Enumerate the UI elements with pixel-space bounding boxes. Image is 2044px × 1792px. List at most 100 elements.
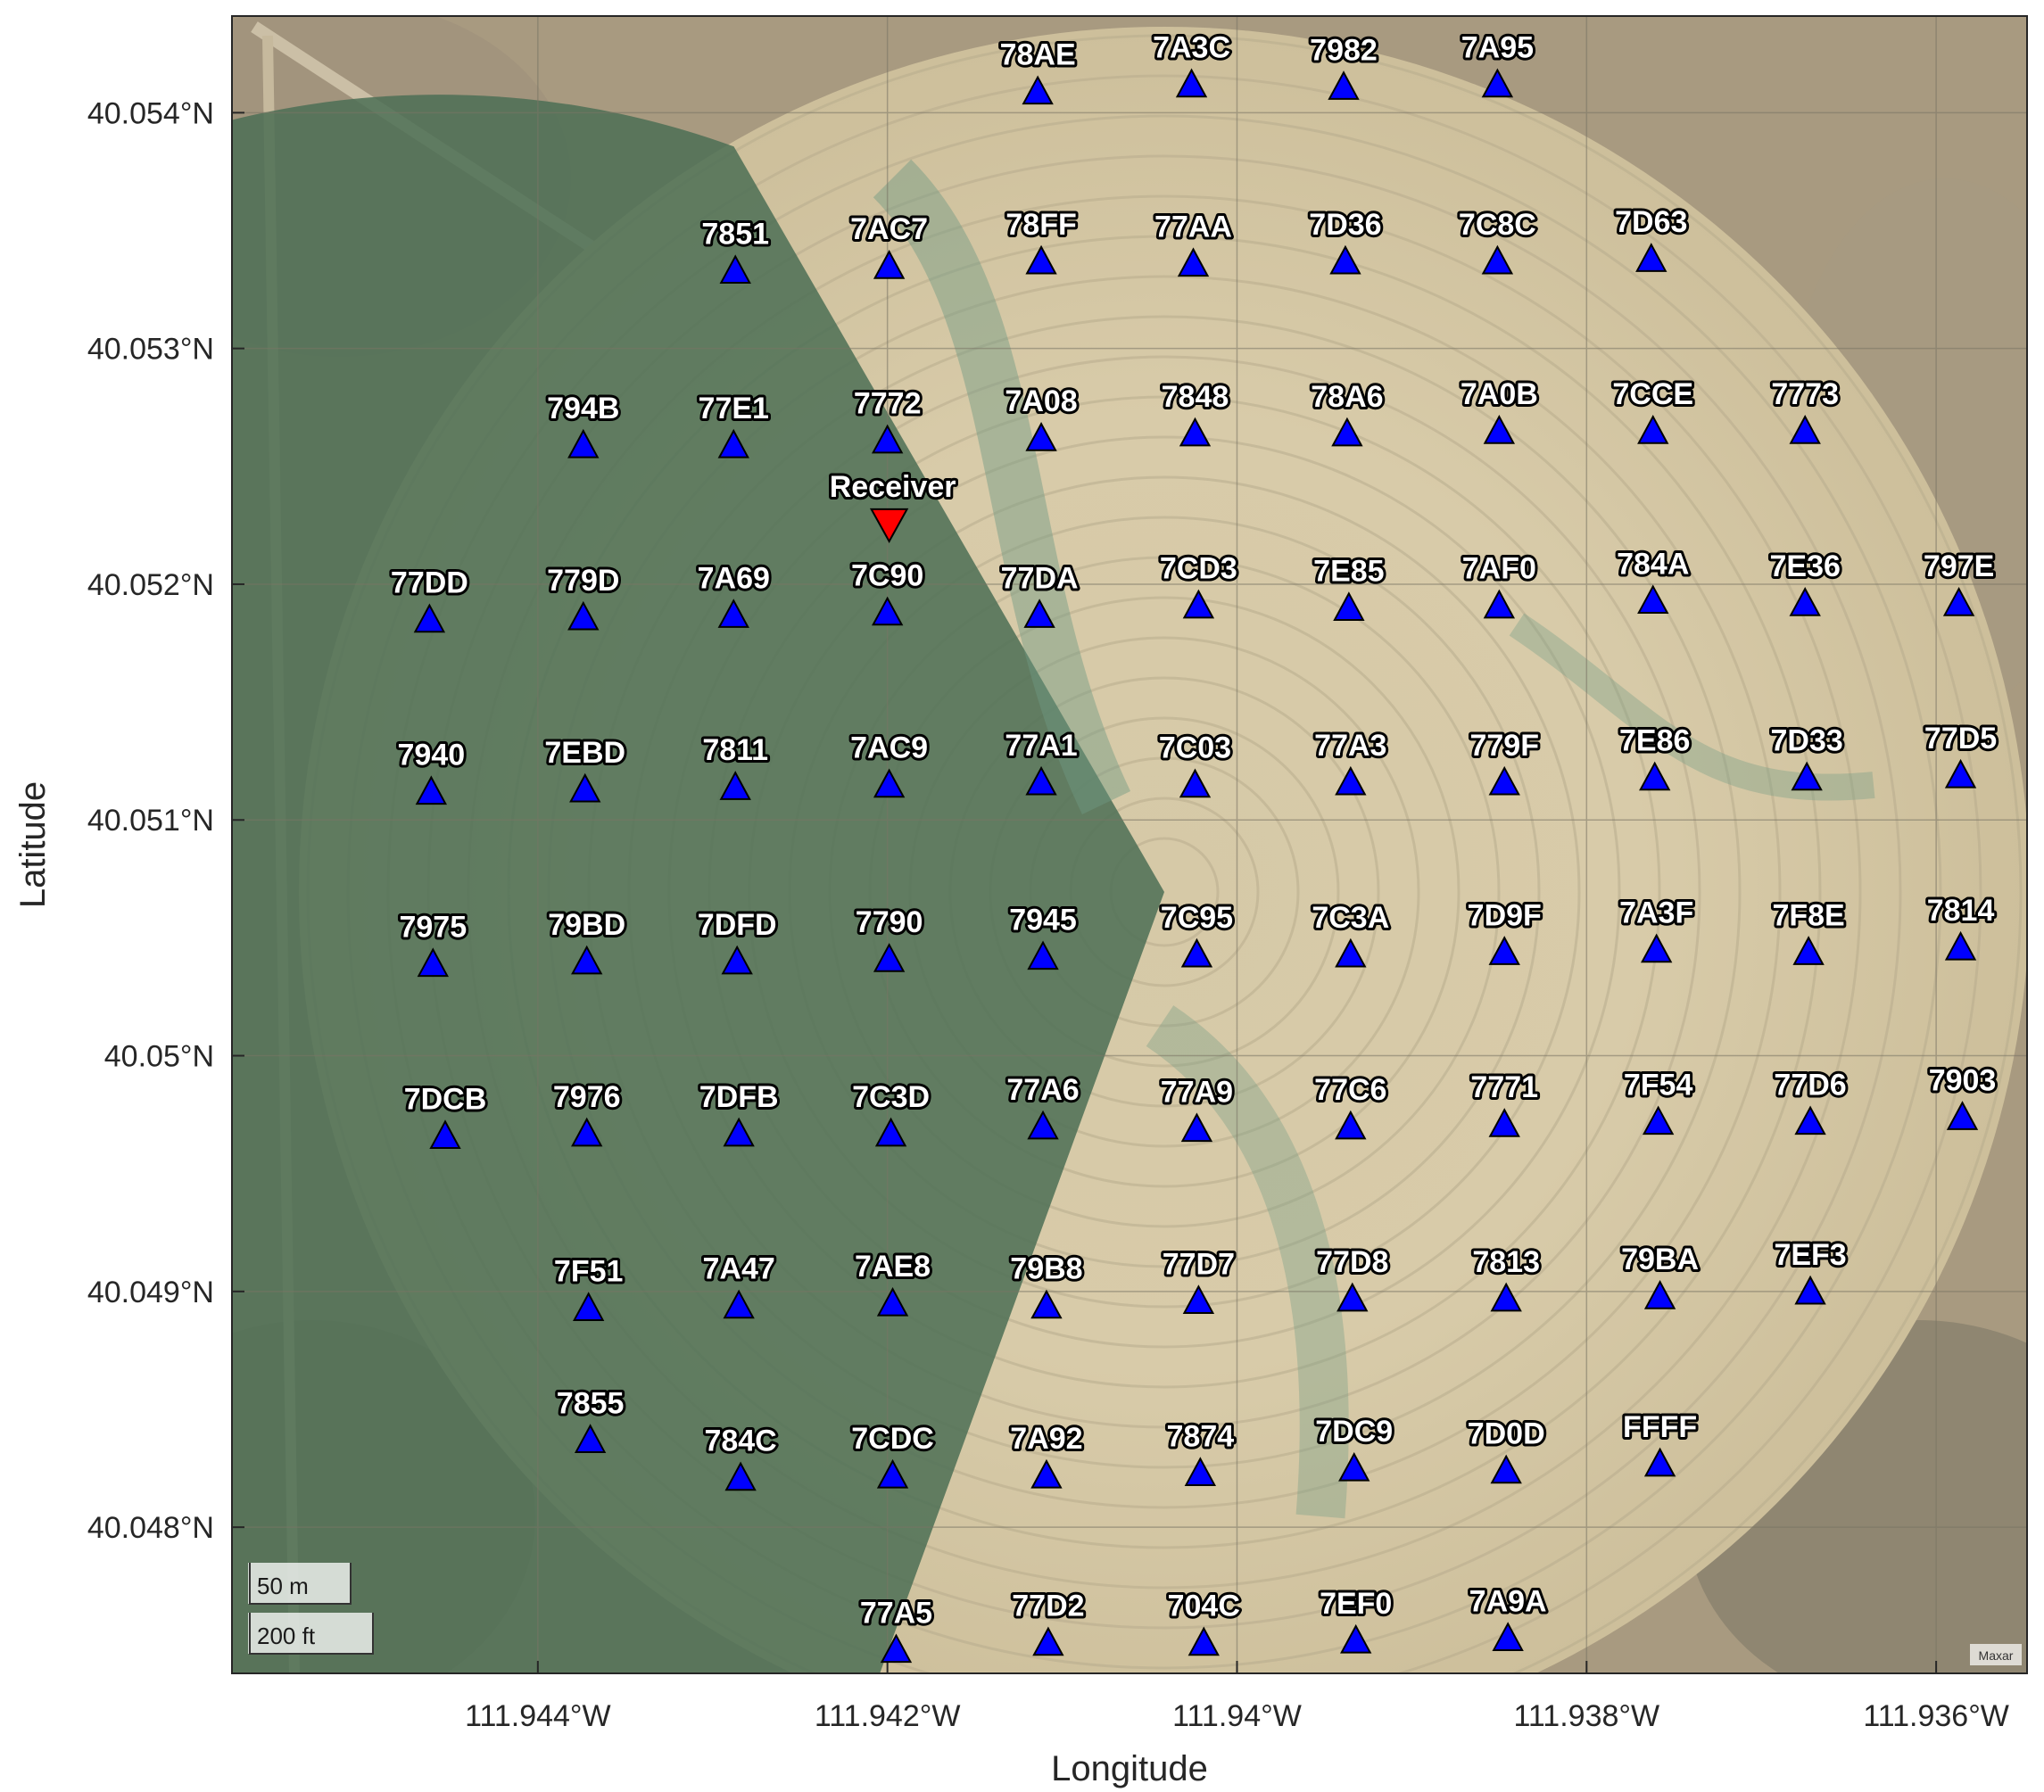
node-marker bbox=[1492, 1622, 1524, 1651]
node-7975: 7975 bbox=[396, 907, 469, 978]
node-marker bbox=[1180, 937, 1213, 968]
node-7DCB: 7DCB bbox=[401, 1079, 489, 1150]
y-tick-label: 40.054°N bbox=[87, 96, 214, 130]
node-label: 7848 bbox=[1162, 380, 1229, 414]
node-label: 7903 bbox=[1929, 1063, 1997, 1097]
node-markers: 78AE 7A3C 7982 7A95 7851 7AC7 78FF 77AA 7D36 7C8C… bbox=[388, 29, 1999, 1664]
node-label: 78FF bbox=[1005, 208, 1076, 242]
node-marker bbox=[1637, 584, 1669, 615]
node-7903: 7903 bbox=[1926, 1061, 1998, 1130]
node-7DFB: 7DFB bbox=[697, 1078, 782, 1147]
node-label: 7A3C bbox=[1153, 31, 1230, 65]
node-label: 779D bbox=[547, 564, 619, 598]
node-7F54: 7F54 bbox=[1621, 1066, 1695, 1135]
node-label: 77DD bbox=[391, 566, 468, 600]
node-label: 77A5 bbox=[860, 1597, 932, 1631]
node-label: 7D33 bbox=[1771, 724, 1843, 758]
node-label: 7A0B bbox=[1461, 377, 1538, 411]
node-marker bbox=[1481, 244, 1514, 275]
node-7EF3: 7EF3 bbox=[1771, 1235, 1850, 1305]
node-marker bbox=[1335, 765, 1367, 796]
node-label: 7A08 bbox=[1005, 384, 1077, 418]
node-marker bbox=[1184, 1457, 1217, 1486]
node-marker bbox=[1328, 70, 1360, 100]
node-77D5: 77D5 bbox=[1922, 719, 1999, 789]
svg-text:Maxar: Maxar bbox=[1979, 1648, 2014, 1663]
node-marker bbox=[1789, 415, 1821, 444]
node-marker bbox=[717, 428, 749, 458]
node-marker bbox=[1025, 421, 1057, 451]
node-marker bbox=[1490, 1454, 1522, 1484]
node-77D6: 77D6 bbox=[1771, 1066, 1850, 1135]
node-marker bbox=[429, 1119, 461, 1150]
node-7A0B: 7A0B bbox=[1458, 375, 1541, 444]
y-axis-label: Latitude bbox=[13, 781, 53, 908]
receiver: Receiver bbox=[827, 467, 959, 543]
node-marker bbox=[871, 424, 904, 454]
node-7F8E: 7F8E bbox=[1769, 896, 1848, 965]
x-tick-label: 111.942°W bbox=[815, 1699, 961, 1733]
node-marker bbox=[1182, 1284, 1215, 1315]
node-7C03: 7C03 bbox=[1156, 729, 1234, 798]
node-marker bbox=[876, 1458, 909, 1489]
node-7A9A: 7A9A bbox=[1467, 1581, 1550, 1651]
node-label: 7DFB bbox=[699, 1080, 779, 1114]
node-77D8: 77D8 bbox=[1313, 1243, 1391, 1312]
node-77A9: 77A9 bbox=[1158, 1072, 1236, 1143]
node-label: 7CCE bbox=[1612, 377, 1693, 411]
node-784C: 784C bbox=[701, 1422, 780, 1491]
node-label: 7940 bbox=[398, 739, 466, 772]
node-77AA: 77AA bbox=[1152, 208, 1235, 277]
x-tick-label: 111.936°W bbox=[1863, 1699, 2009, 1733]
node-7771: 7771 bbox=[1468, 1068, 1541, 1137]
node-77C6: 77C6 bbox=[1312, 1070, 1389, 1140]
node-marker bbox=[1635, 243, 1667, 272]
node-label: 7DCB bbox=[404, 1082, 487, 1116]
node-label: 7A92 bbox=[1010, 1422, 1082, 1456]
plot-frame bbox=[231, 15, 2028, 1674]
node-marker bbox=[1483, 589, 1516, 619]
node-7874: 7874 bbox=[1164, 1416, 1237, 1486]
node-7CDC: 7CDC bbox=[848, 1419, 937, 1489]
node-label: 7DC9 bbox=[1315, 1415, 1393, 1449]
node-label: 77A1 bbox=[1005, 729, 1077, 763]
node-7811: 7811 bbox=[699, 731, 771, 800]
node-704C: 704C bbox=[1165, 1587, 1243, 1656]
node-label: 704C bbox=[1168, 1590, 1240, 1623]
node-7A47: 7A47 bbox=[699, 1250, 778, 1319]
node-marker bbox=[1490, 1282, 1522, 1312]
node-label: 77D6 bbox=[1774, 1069, 1846, 1102]
node-779D: 779D bbox=[544, 561, 622, 631]
node-marker bbox=[1792, 936, 1825, 965]
node-label: 78AE bbox=[1000, 38, 1076, 72]
node-78FF: 78FF bbox=[1003, 205, 1080, 275]
node-7773: 7773 bbox=[1768, 375, 1841, 444]
node-77A6: 77A6 bbox=[1004, 1070, 1082, 1140]
node-label: 77D8 bbox=[1316, 1245, 1388, 1279]
node-marker bbox=[873, 768, 906, 798]
node-label: 7C3A bbox=[1312, 901, 1389, 935]
x-axis-label: Longitude bbox=[1051, 1749, 1208, 1788]
node-marker bbox=[719, 254, 751, 285]
node-marker bbox=[1642, 1105, 1675, 1135]
node-marker bbox=[1643, 1280, 1676, 1309]
node-label: 7AC9 bbox=[850, 731, 928, 765]
node-7851: 7851 bbox=[699, 214, 772, 285]
node-marker bbox=[1944, 930, 1977, 961]
node-label: 7F54 bbox=[1624, 1069, 1693, 1102]
node-77A5: 77A5 bbox=[857, 1594, 935, 1664]
node-label: 7AE8 bbox=[855, 1250, 931, 1284]
node-marker bbox=[1481, 68, 1514, 98]
node-label: 7D9F bbox=[1468, 898, 1542, 932]
node-794B: 794B bbox=[544, 389, 622, 458]
x-axis-ticks: 111.944°W 111.942°W 111.94°W 111.938°W 111.9… bbox=[465, 1661, 2009, 1733]
node-marker bbox=[1794, 1275, 1826, 1305]
node-marker bbox=[1946, 1101, 1979, 1130]
node-7EF0: 7EF0 bbox=[1317, 1584, 1394, 1654]
node-77D7: 77D7 bbox=[1160, 1244, 1237, 1315]
node-label: 7DFD bbox=[698, 908, 777, 942]
node-marker bbox=[874, 1117, 907, 1147]
node-77D2: 77D2 bbox=[1009, 1587, 1088, 1656]
node-7814: 7814 bbox=[1924, 891, 1997, 961]
